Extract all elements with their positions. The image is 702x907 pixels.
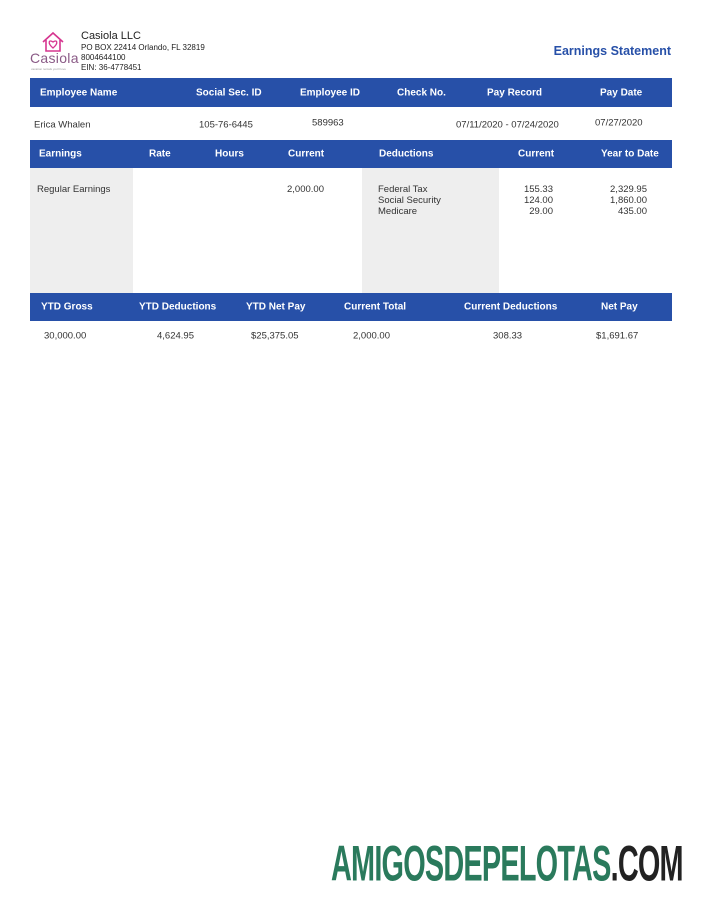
employee-header: Employee Name Social Sec. ID Employee ID… bbox=[30, 78, 672, 107]
deduction-ytds: 2,329.95 1,860.00 435.00 bbox=[580, 184, 647, 217]
pay-record: 07/11/2020 - 07/24/2020 bbox=[456, 119, 559, 131]
deduction-current: 29.00 bbox=[529, 206, 553, 217]
summary-header: YTD Gross YTD Deductions YTD Net Pay Cur… bbox=[30, 293, 672, 321]
company-address: PO BOX 22414 Orlando, FL 32819 bbox=[81, 43, 205, 52]
ytd-net-pay: $25,375.05 bbox=[251, 330, 299, 342]
house-heart-icon bbox=[42, 31, 64, 52]
watermark: AMIGOSDEPELOTAS.COM bbox=[331, 836, 684, 904]
earnings-label: Regular Earnings bbox=[37, 184, 111, 195]
pay-date: 07/27/2020 bbox=[595, 117, 643, 129]
deductions-column-bg bbox=[362, 168, 499, 293]
earnings-current: 2,000.00 bbox=[287, 184, 324, 195]
deduction-name: Medicare bbox=[378, 206, 418, 217]
deduction-ytd: 435.00 bbox=[617, 206, 647, 217]
col-pay-record: Pay Record bbox=[487, 87, 543, 98]
watermark-suffix: .COM bbox=[610, 836, 684, 892]
col-current: Current bbox=[288, 148, 325, 160]
col-current-deductions: Current Deductions bbox=[464, 301, 558, 313]
deduction-name: Federal Tax bbox=[378, 184, 428, 195]
col-current-total: Current Total bbox=[344, 301, 407, 313]
current-deductions: 308.33 bbox=[493, 330, 523, 342]
deduction-names: Federal Tax Social Security Medicare bbox=[378, 184, 441, 217]
deduction-currents: 155.33 124.00 29.00 bbox=[500, 184, 553, 217]
ytd-gross: 30,000.00 bbox=[44, 330, 87, 342]
col-ytd-net-pay: YTD Net Pay bbox=[246, 301, 306, 313]
col-check-no: Check No. bbox=[397, 87, 446, 98]
col-earnings: Earnings bbox=[39, 148, 82, 160]
deduction-ytd: 2,329.95 bbox=[610, 184, 647, 195]
col-rate: Rate bbox=[149, 148, 171, 160]
col-ssn: Social Sec. ID bbox=[196, 87, 262, 98]
page-title: Earnings Statement bbox=[553, 44, 671, 58]
deduction-current: 155.33 bbox=[523, 184, 553, 195]
logo-text: Casiola bbox=[30, 50, 79, 66]
col-ytd-gross: YTD Gross bbox=[41, 301, 93, 313]
current-total: 2,000.00 bbox=[353, 330, 390, 342]
employee-row: Erica Whalen 105-76-6445 589963 07/11/20… bbox=[30, 110, 672, 140]
logo-tagline: vacation rentals you'll love bbox=[31, 67, 66, 71]
col-pay-date: Pay Date bbox=[600, 87, 643, 98]
col-ytd-deductions: YTD Deductions bbox=[139, 301, 217, 313]
ssn: 105-76-6445 bbox=[199, 119, 253, 131]
company-phone: 8004644100 bbox=[81, 53, 126, 62]
col-employee-id: Employee ID bbox=[300, 87, 361, 98]
deduction-name: Social Security bbox=[378, 195, 441, 206]
employee-name: Erica Whalen bbox=[34, 119, 91, 131]
col-year-to-date: Year to Date bbox=[601, 148, 659, 160]
col-hours: Hours bbox=[215, 148, 244, 160]
company-name: Casiola LLC bbox=[81, 30, 141, 42]
summary-row: 30,000.00 4,624.95 $25,375.05 2,000.00 3… bbox=[30, 322, 672, 350]
earnings-column-bg bbox=[30, 168, 133, 293]
watermark-main: AMIGOSDEPELOTAS bbox=[331, 836, 611, 892]
ytd-deductions: 4,624.95 bbox=[157, 330, 194, 342]
deduction-ytd: 1,860.00 bbox=[610, 195, 647, 206]
company-logo: Casiola vacation rentals you'll love bbox=[30, 30, 79, 72]
earnings-header: Earnings Rate Hours Current Deductions C… bbox=[30, 140, 672, 168]
col-net-pay: Net Pay bbox=[601, 301, 638, 313]
col-deductions: Deductions bbox=[379, 148, 434, 160]
col-employee-name: Employee Name bbox=[40, 87, 118, 98]
deduction-current: 124.00 bbox=[523, 195, 553, 206]
net-pay: $1,691.67 bbox=[596, 330, 639, 342]
col-deduction-current: Current bbox=[518, 148, 555, 160]
employee-id: 589963 bbox=[312, 117, 344, 129]
company-ein: EIN: 36-4778451 bbox=[81, 63, 142, 72]
